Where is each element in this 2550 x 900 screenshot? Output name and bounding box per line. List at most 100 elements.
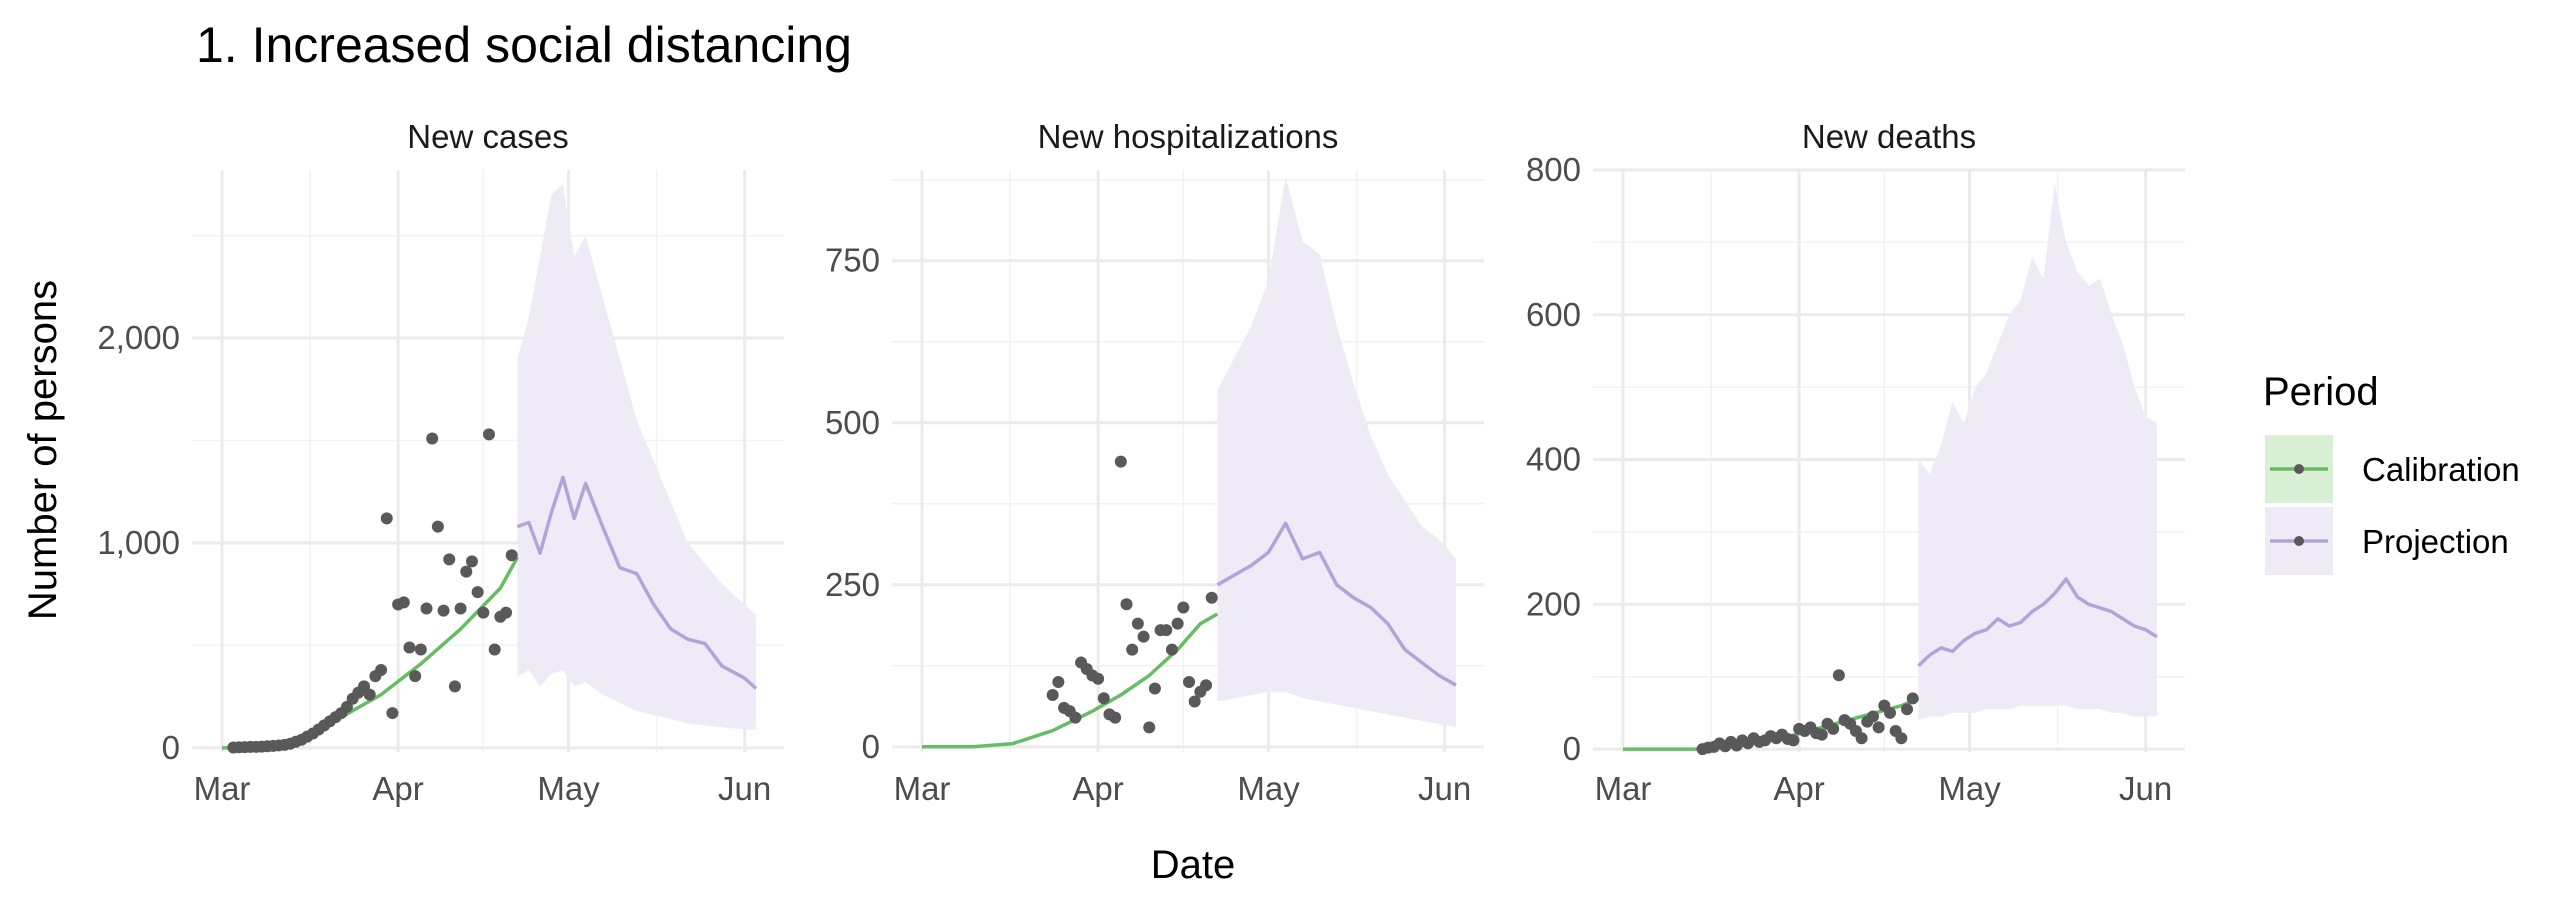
observed-point [1872,721,1885,734]
observed-point [1901,703,1914,716]
observed-point [420,602,433,615]
observed-point [409,670,422,683]
observed-point [1097,692,1110,705]
observed-point [448,680,461,693]
x-tick-label: Jun [718,770,771,807]
y-tick-label: 0 [1563,730,1581,767]
observed-point [1827,722,1840,735]
projection-line [1216,521,1457,687]
panel-title: New deaths [1802,118,1976,155]
observed-point [1183,676,1195,689]
observed-point [454,602,467,615]
panel-title: New cases [407,118,568,155]
observed-point [386,707,399,720]
observed-point [1131,617,1144,630]
observed-point [437,604,450,617]
y-tick-label: 0 [862,728,880,765]
observed-point [380,512,393,525]
chart-title: 1. Increased social distancing [196,17,852,73]
y-tick-label: 0 [162,729,180,766]
legend-key-point [2294,536,2304,546]
y-tick-label: 200 [1526,585,1581,622]
observed-point [1787,734,1800,747]
observed-point [505,549,518,562]
projection-ribbon [517,184,756,730]
projection-line [1917,577,2158,668]
panel-1: New cases 0 1,000 2,000 Mar Apr May Jun [97,118,784,807]
observed-point [471,586,484,599]
projection-line [516,475,758,690]
observed-point [1143,721,1156,734]
x-tick-label: Mar [1595,770,1652,807]
x-tick-label: Apr [372,770,423,807]
x-tick-label: May [1938,770,2001,807]
observed-point [1866,710,1879,723]
observed-point [1188,695,1201,708]
observed-point [431,520,444,533]
calibration-line [922,612,1219,749]
observed-point [414,643,427,656]
observed-point [1160,624,1173,637]
observed-point [1884,706,1896,719]
x-tick-label: Mar [194,770,251,807]
y-tick-label: 400 [1526,441,1581,478]
y-tick-label: 750 [825,242,880,279]
observed-point [488,643,501,656]
observed-point [1052,676,1065,689]
observed-point [500,606,513,619]
observed-point [397,596,410,609]
y-tick-label: 500 [825,404,880,441]
observed-point [1069,711,1082,724]
y-tick-label: 600 [1526,296,1581,333]
legend: Period Calibration Projection [2263,370,2520,575]
x-tick-label: Mar [894,770,951,807]
projection-ribbon [1918,184,2157,721]
panel-3: New deaths 0 200 400 600 800 Mar Apr May Jun [1526,118,2185,807]
legend-key-2 [2265,507,2333,575]
observed-point [1148,682,1161,695]
y-tick-label: 250 [825,566,880,603]
observed-point [460,565,473,578]
legend-key-1 [2265,435,2333,503]
x-axis-label: Date [1151,843,1236,887]
observed-point [1046,688,1059,701]
legend-key-point [2294,464,2304,474]
observed-point [375,664,388,677]
y-axis-label: Number of persons [21,280,65,620]
observed-point [1165,643,1178,656]
observed-point [443,553,456,566]
observed-point [1092,672,1105,685]
y-tick-label: 1,000 [97,524,180,561]
observed-point [477,606,490,619]
observed-point [403,641,416,654]
observed-point [1114,455,1127,468]
observed-point [1815,728,1828,741]
panel-2: New hospitalizations 0 250 500 750 Mar Apr May J… [825,118,1484,807]
calibration-line [221,556,519,750]
observed-point [1137,630,1150,643]
observed-point [363,688,376,701]
observed-point [1200,679,1213,692]
observed-point [1120,598,1133,611]
x-tick-label: Jun [2119,770,2172,807]
observed-point [465,555,478,568]
x-tick-label: Jun [1418,770,1471,807]
legend-title: Period [2263,370,2379,414]
observed-point [1177,601,1190,614]
y-tick-label: 800 [1526,151,1581,188]
observed-point [1205,591,1218,604]
legend-label: Projection [2362,523,2509,560]
x-tick-label: Apr [1773,770,1824,807]
legend-label: Calibration [2362,451,2520,488]
observed-point [1906,692,1919,705]
observed-point [426,432,439,445]
observed-point [1895,732,1908,745]
observed-point [483,428,495,441]
observed-point [1855,732,1868,745]
observed-point [1832,669,1845,682]
x-tick-label: May [537,770,600,807]
observed-point [1171,617,1184,630]
y-tick-label: 2,000 [97,319,180,356]
